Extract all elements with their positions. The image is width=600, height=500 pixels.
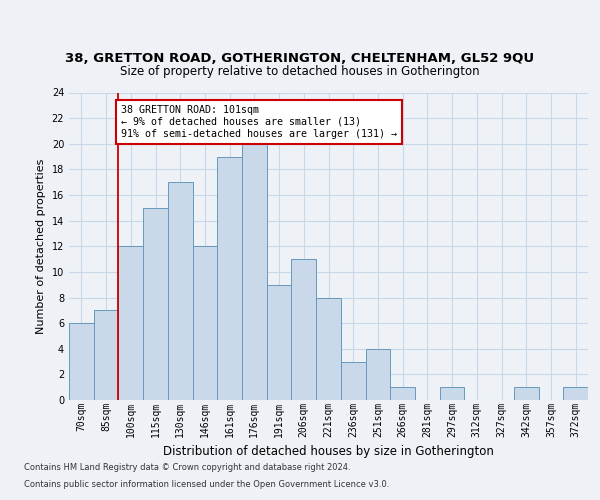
Bar (365, 349, 390, 400)
Bar (242, 144, 267, 400)
Bar (193, 246, 217, 400)
Bar (94, 310, 118, 400)
Bar (514, 387, 539, 400)
Bar (440, 387, 464, 400)
Bar (316, 298, 341, 400)
X-axis label: Distribution of detached houses by size in Gotherington: Distribution of detached houses by size … (163, 445, 494, 458)
Bar (292, 259, 316, 400)
Bar (143, 208, 168, 400)
Bar (390, 387, 415, 400)
Bar (563, 387, 588, 400)
Bar (118, 246, 143, 400)
Text: Contains HM Land Registry data © Crown copyright and database right 2024.: Contains HM Land Registry data © Crown c… (24, 464, 350, 472)
Text: Contains public sector information licensed under the Open Government Licence v3: Contains public sector information licen… (24, 480, 389, 489)
Bar (168, 182, 193, 400)
Bar (69, 323, 94, 400)
Bar (217, 156, 242, 400)
Bar (341, 362, 365, 400)
Text: Size of property relative to detached houses in Gotherington: Size of property relative to detached ho… (120, 64, 480, 78)
Text: 38, GRETTON ROAD, GOTHERINGTON, CHELTENHAM, GL52 9QU: 38, GRETTON ROAD, GOTHERINGTON, CHELTENH… (65, 52, 535, 66)
Bar (267, 284, 292, 400)
Text: 38 GRETTON ROAD: 101sqm
← 9% of detached houses are smaller (13)
91% of semi-det: 38 GRETTON ROAD: 101sqm ← 9% of detached… (121, 106, 397, 138)
Y-axis label: Number of detached properties: Number of detached properties (36, 158, 46, 334)
